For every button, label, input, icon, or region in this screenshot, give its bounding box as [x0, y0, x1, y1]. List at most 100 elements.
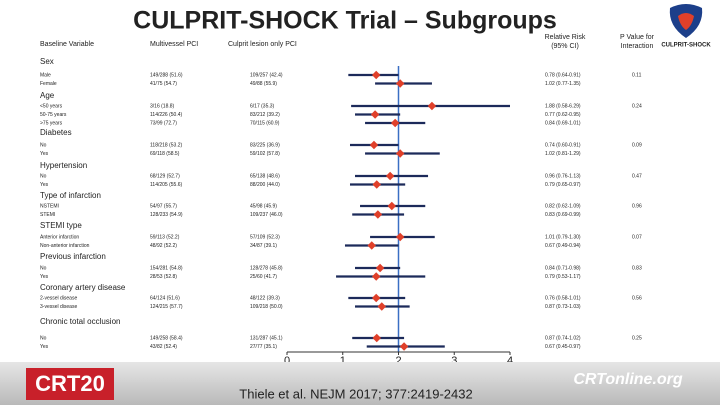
row-culprit: 27/77 (35.1)	[250, 344, 277, 350]
row-multivessel: 118/218 (53.2)	[150, 142, 182, 148]
row-label: NSTEMI	[40, 203, 59, 209]
col-p: P Value for	[620, 34, 655, 41]
point-estimate	[372, 333, 382, 343]
col-rr: Relative Risk	[545, 34, 586, 41]
row-label: No	[40, 142, 47, 148]
row-rr: 0.74 (0.60-0.91)	[545, 142, 581, 148]
row-multivessel: 73/99 (72.7)	[150, 120, 177, 126]
point-estimate	[375, 263, 385, 273]
row-culprit: 48/122 (39.3)	[250, 295, 280, 301]
group-name: STEMI type	[40, 221, 82, 230]
x-tick-label: 2	[395, 355, 401, 367]
x-tick-label: 0	[284, 355, 290, 367]
row-rr: 0.79 (0.65-0.97)	[545, 182, 581, 188]
p-value: 0.25	[632, 335, 642, 341]
row-label: Yes	[40, 151, 49, 157]
row-label: No	[40, 173, 47, 179]
row-multivessel: 114/205 (55.6)	[150, 182, 182, 188]
row-label: >75 years	[40, 120, 63, 126]
row-culprit: 59/102 (57.8)	[250, 151, 280, 157]
point-estimate	[377, 302, 387, 311]
row-multivessel: 68/129 (52.7)	[150, 173, 180, 179]
group-name: Sex	[40, 57, 54, 66]
x-tick-label: 3	[451, 355, 457, 367]
row-multivessel: 54/97 (55.7)	[150, 203, 177, 209]
row-label: Male	[40, 72, 51, 78]
point-estimate	[371, 70, 381, 80]
row-label: 2-vessel disease	[40, 295, 77, 301]
point-estimate	[385, 171, 395, 181]
title: CULPRIT-SHOCK Trial – Subgroups	[133, 7, 557, 35]
row-rr: 1.02 (0.81-1.29)	[545, 151, 581, 157]
row-label: Female	[40, 81, 57, 87]
x-tick-label: 4	[507, 355, 513, 367]
row-label: Yes	[40, 344, 49, 350]
row-culprit: 25/60 (41.7)	[250, 274, 277, 280]
row-rr: 0.76 (0.58-1.01)	[545, 295, 581, 301]
row-label: 3-vessel disease	[40, 304, 77, 310]
row-label: Yes	[40, 274, 49, 280]
point-estimate	[369, 140, 379, 150]
p-value: 0.83	[632, 265, 642, 271]
x-tick-label: 1	[340, 355, 346, 367]
point-estimate	[427, 101, 437, 111]
row-multivessel: 128/233 (54.9)	[150, 212, 183, 218]
row-multivessel: 149/258 (58.4)	[150, 335, 183, 341]
col-p: Interaction	[621, 43, 654, 50]
group-name: Previous infarction	[40, 252, 106, 261]
row-culprit: 6/17 (35.3)	[250, 103, 275, 109]
col-rr: (95% CI)	[551, 43, 579, 50]
row-culprit: 49/88 (55.9)	[250, 81, 277, 87]
left-logo-box	[26, 368, 114, 400]
row-culprit: 70/115 (60.9)	[250, 120, 280, 126]
row-culprit: 57/109 (52.3)	[250, 234, 280, 240]
point-estimate	[371, 293, 381, 303]
row-rr: 0.87 (0.73-1.03)	[545, 304, 581, 310]
point-estimate	[387, 201, 397, 211]
point-estimate	[390, 118, 400, 128]
row-culprit: 45/98 (45.9)	[250, 203, 277, 209]
row-culprit: 88/200 (44.0)	[250, 182, 280, 188]
p-value: 0.11	[632, 72, 642, 78]
right-logo-text: CRTonline.org	[573, 371, 683, 388]
col-multivessel: Multivessel PCI	[150, 41, 198, 48]
row-multivessel: 43/82 (52.4)	[150, 344, 177, 350]
p-value: 0.96	[632, 203, 642, 209]
point-estimate	[395, 149, 405, 158]
row-multivessel: 48/92 (52.2)	[150, 243, 177, 249]
row-rr: 0.96 (0.76-1.13)	[545, 173, 581, 179]
row-rr: 0.84 (0.69-1.01)	[545, 120, 581, 126]
point-estimate	[370, 110, 380, 119]
left-logo-text: CRT20	[35, 371, 105, 396]
row-culprit: 109/237 (46.0)	[250, 212, 283, 218]
row-label: Non-anterior infarction	[40, 243, 90, 249]
group-name: Chronic total occlusion	[40, 317, 120, 326]
row-label: Anterior infarction	[40, 234, 79, 240]
row-multivessel: 28/53 (52.8)	[150, 274, 177, 280]
row-multivessel: 114/226 (50.4)	[150, 112, 182, 118]
row-multivessel: 3/16 (18.8)	[150, 103, 175, 109]
col-variable: Baseline Variable	[40, 41, 94, 48]
row-rr: 0.78 (0.64-0.91)	[545, 72, 581, 78]
row-label: No	[40, 335, 47, 341]
row-culprit: 131/287 (45.1)	[250, 335, 283, 341]
row-rr: 0.83 (0.69-0.99)	[545, 212, 581, 218]
p-value: 0.07	[632, 234, 642, 240]
row-multivessel: 149/288 (51.6)	[150, 72, 183, 78]
row-label: Yes	[40, 182, 49, 188]
row-rr: 0.82 (0.62-1.09)	[545, 203, 581, 209]
footer-band	[0, 362, 720, 405]
row-rr: 0.87 (0.74-1.02)	[545, 335, 581, 341]
row-culprit: 109/257 (42.4)	[250, 72, 283, 78]
corner-logo-heart	[678, 13, 694, 30]
row-multivessel: 124/215 (57.7)	[150, 304, 183, 310]
row-culprit: 128/278 (45.8)	[250, 265, 283, 271]
row-rr: 0.67 (0.45-0.97)	[545, 344, 581, 350]
row-rr: 1.01 (0.79-1.30)	[545, 234, 581, 240]
row-culprit: 34/87 (39.1)	[250, 243, 277, 249]
row-rr: 1.88 (0.58-6.29)	[545, 103, 581, 109]
p-value: 0.24	[632, 103, 642, 109]
row-multivessel: 59/113 (52.2)	[150, 234, 180, 240]
